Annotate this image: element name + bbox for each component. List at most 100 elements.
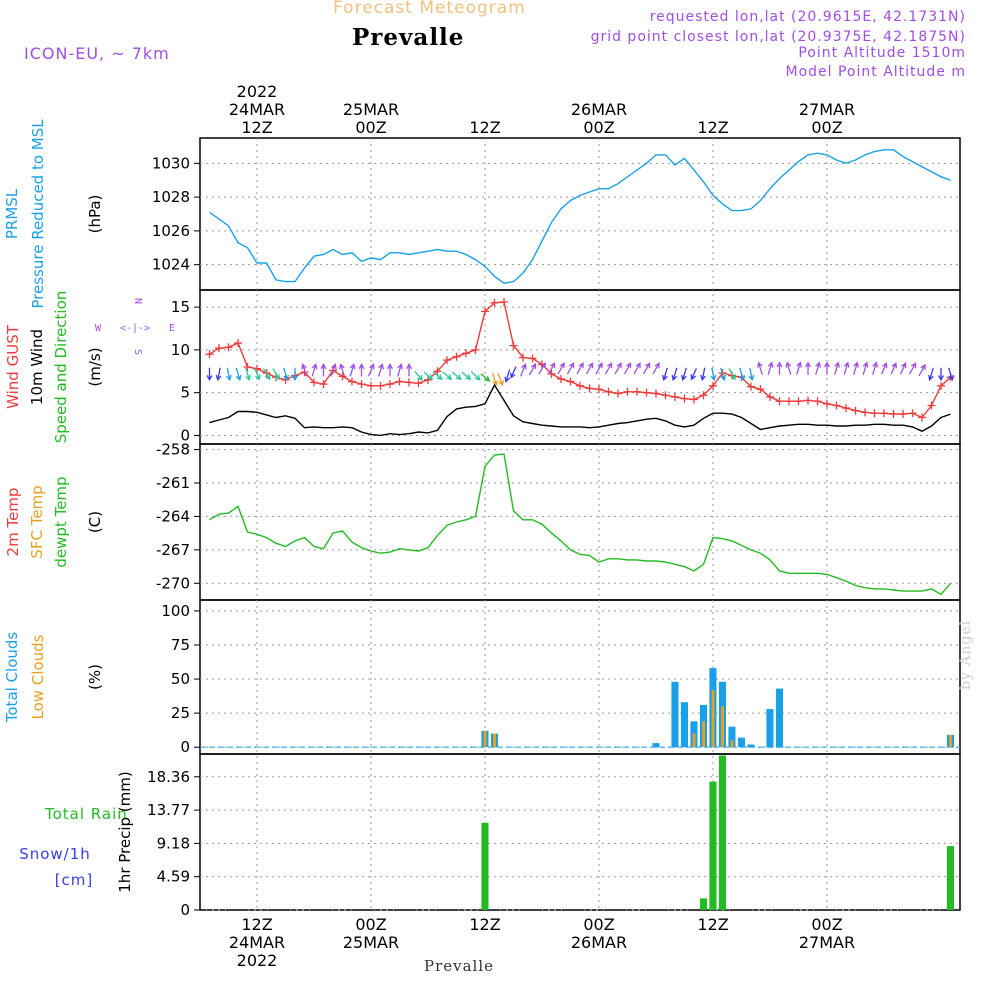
gust-marker (680, 394, 689, 403)
clouds-bar (949, 734, 952, 748)
wind-direction-arrow (652, 362, 660, 375)
gust-marker (794, 397, 803, 406)
clouds-bar (483, 730, 487, 748)
wind-direction-arrow (414, 370, 423, 381)
wind-direction-arrow (292, 367, 298, 382)
panel-label: 2m Temp (4, 488, 22, 557)
forecast-subtitle: Forecast Meteogram (333, 0, 526, 18)
wind-direction-arrow (928, 367, 934, 382)
gust-marker (661, 391, 670, 400)
y-tick-label: 18.36 (147, 768, 190, 786)
gust-marker (348, 377, 356, 386)
gust-marker (490, 298, 499, 307)
wind-direction-arrow (470, 370, 481, 381)
panel-label: Total Clouds (3, 632, 21, 724)
compass-east: E (169, 323, 175, 334)
wind-direction-arrow (671, 367, 678, 382)
wind-direction-arrow (432, 371, 443, 381)
wind-direction-arrow (785, 361, 792, 375)
wind-direction-arrow (442, 371, 453, 381)
gust-marker (861, 408, 869, 417)
wind-direction-arrow (843, 361, 850, 375)
gust-marker (633, 387, 641, 396)
gust-marker (414, 379, 423, 388)
wind-direction-arrow (215, 367, 222, 382)
y-tick-label: -264 (156, 507, 190, 525)
gust-marker (671, 392, 679, 401)
gust-marker (880, 409, 888, 418)
wind-direction-arrow (576, 362, 584, 375)
gust-marker (813, 397, 822, 406)
bottom-time-label: 25MAR (343, 933, 399, 952)
pressure-frame (199, 137, 961, 291)
gust-marker (310, 378, 318, 387)
gust-marker (424, 375, 432, 384)
wind-direction-arrow (834, 361, 840, 375)
y-tick-label: -267 (156, 541, 190, 559)
gust-marker (623, 387, 632, 396)
credit-watermark: by Angel (958, 619, 974, 690)
panel-frames (199, 137, 961, 911)
panel-label: dewpt Temp (52, 476, 70, 567)
gust-marker (785, 397, 793, 406)
wind-direction-arrow (948, 367, 954, 382)
wind-direction-arrow (757, 361, 763, 375)
wind-direction-arrow (739, 367, 745, 382)
wind-direction-arrow (595, 362, 603, 375)
panel-unit: (C) (86, 511, 104, 533)
precip-bar (946, 846, 954, 910)
y-tick-label: 1026 (152, 222, 190, 240)
panel-unit: (%) (86, 664, 104, 690)
gust-marker (699, 391, 708, 400)
wind-series-line (209, 383, 951, 437)
axis-labels: 1024 1026 1028 1030 PRMSL Pressure Reduced to… (3, 82, 855, 970)
gust-marker (405, 378, 413, 387)
gust-marker (851, 406, 860, 415)
gust-marker (557, 374, 565, 383)
top-time-label: 2022 (237, 82, 278, 101)
y-tick-label: 4.59 (157, 868, 190, 886)
bottom-time-label: 27MAR (799, 933, 855, 952)
gust-marker (243, 363, 252, 371)
precip-bar (709, 781, 717, 910)
gust-marker (500, 297, 508, 306)
gust-marker (234, 339, 242, 348)
panel-label: SFC Temp (28, 485, 46, 558)
wind-direction-arrow (528, 363, 537, 376)
compass-west: W (95, 323, 102, 334)
wind-direction-arrow (519, 363, 527, 377)
gust-marker (842, 404, 850, 413)
clouds-bar (747, 744, 755, 748)
requested-coords: requested lon,lat (20.9615E, 42.1731N) (649, 9, 966, 25)
clouds-bar (775, 688, 783, 748)
point-altitude: Point Altitude 1510m (798, 45, 966, 61)
model-label: ICON-EU, ~ 7km (24, 44, 170, 63)
top-time-label: 12Z (469, 118, 500, 137)
wind-direction-arrow (585, 362, 594, 375)
y-tick-label: 13.77 (147, 801, 190, 819)
gust-marker (386, 380, 394, 389)
wind-direction-arrow (397, 363, 403, 377)
panel-label: Snow/1h (19, 845, 91, 863)
wind-direction-arrow (367, 363, 375, 377)
wind-direction-arrow (206, 367, 213, 382)
clouds-frame (199, 599, 961, 755)
gust-marker (908, 409, 917, 418)
gust-marker (899, 410, 907, 419)
top-time-label: 24MAR (229, 100, 285, 119)
gust-marker (889, 410, 898, 419)
gust-marker (804, 396, 812, 405)
wind-direction-arrow (538, 362, 546, 375)
y-tick-label: 100 (161, 602, 190, 620)
y-tick-label: 10 (171, 341, 190, 359)
y-tick-label: 0 (180, 738, 190, 756)
bottom-time-label: 26MAR (571, 933, 627, 952)
compass-arrows: <-|-> (120, 323, 150, 334)
temperature-frame (199, 443, 961, 601)
gust-marker (766, 392, 774, 401)
top-time-label: 00Z (355, 118, 386, 137)
clouds-bar (711, 689, 715, 748)
top-time-label: 00Z (811, 118, 842, 137)
gust-marker (481, 307, 489, 316)
wind-direction-arrow (387, 363, 393, 377)
